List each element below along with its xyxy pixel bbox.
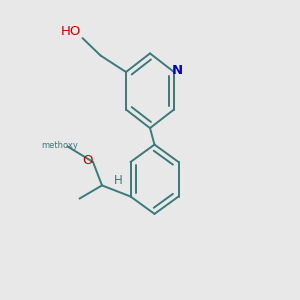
Text: H: H (114, 173, 123, 187)
Text: N: N (172, 64, 183, 77)
Text: HO: HO (60, 25, 81, 38)
Text: methoxy: methoxy (42, 141, 78, 150)
Text: O: O (82, 154, 93, 167)
